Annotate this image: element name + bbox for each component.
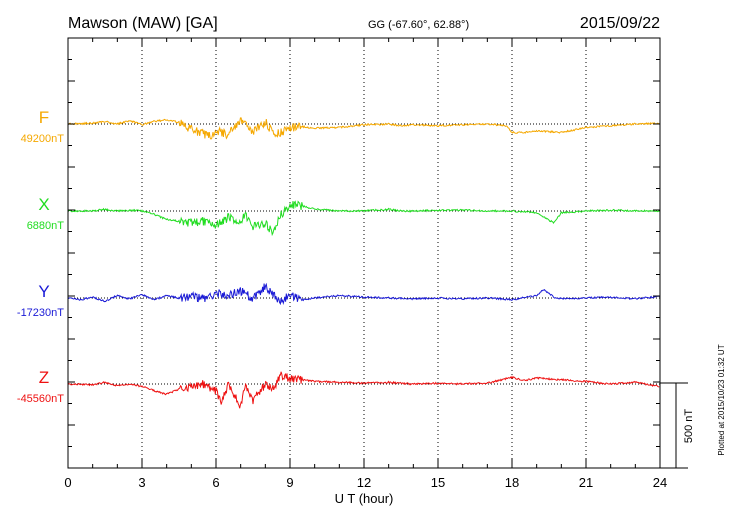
- scale-bar-label: 500 nT: [683, 409, 695, 444]
- series-name-z: Z: [39, 368, 49, 387]
- x-tick-label: 9: [286, 475, 293, 490]
- x-tick-label: 12: [357, 475, 371, 490]
- series-line-z: [67, 371, 660, 409]
- x-tick-label: 15: [431, 475, 445, 490]
- series-name-y: Y: [38, 282, 49, 301]
- baseline-value-z: -45560nT: [17, 393, 64, 405]
- coordinates-label: GG (-67.60°, 62.88°): [368, 19, 469, 31]
- series-group: [67, 117, 660, 409]
- date-label: 2015/09/22: [580, 15, 660, 32]
- x-tick-label: 0: [64, 475, 71, 490]
- baseline-value-f: 49200nT: [21, 133, 65, 145]
- scale-bar: 500 nT: [660, 382, 695, 469]
- x-tick-label: 24: [653, 475, 667, 490]
- series-labels: F 49200nT X 6880nT Y -17230nT Z -45560nT: [17, 108, 64, 405]
- plotted-at-note: Plotted at 2015/10/23 01:32 UT: [717, 344, 726, 455]
- series-name-x: X: [38, 195, 49, 214]
- station-title: Mawson (MAW) [GA]: [68, 15, 218, 32]
- x-tick-label: 18: [505, 475, 519, 490]
- series-line-f: [67, 117, 660, 140]
- x-tick-label: 3: [138, 475, 145, 490]
- grid-lines: [141, 38, 587, 468]
- x-tick-label: 21: [579, 475, 593, 490]
- x-tick-label: 6: [212, 475, 219, 490]
- series-line-y: [67, 282, 660, 306]
- series-name-f: F: [39, 108, 49, 127]
- series-line-x: [67, 200, 660, 237]
- baseline-value-x: 6880nT: [27, 220, 65, 232]
- x-axis-label: U T (hour): [335, 491, 394, 506]
- baseline-value-y: -17230nT: [17, 307, 64, 319]
- axis-ticks: 0 3 6 9 12 15 18 21 24: [64, 37, 667, 490]
- plot-frame: [67, 37, 661, 469]
